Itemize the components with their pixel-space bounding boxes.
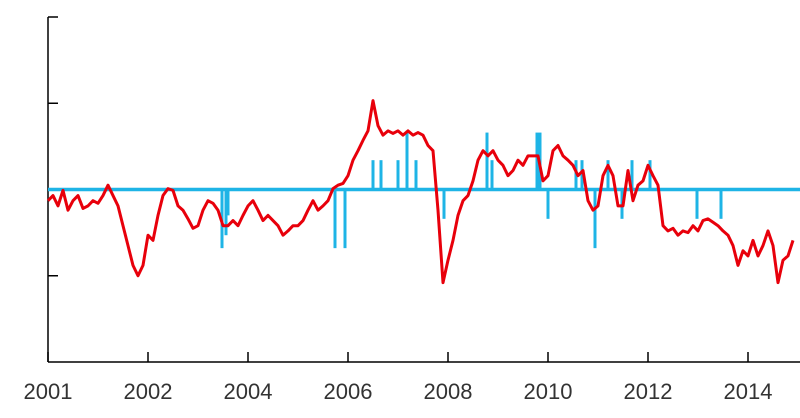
x-tick-label: 2008 [424,379,473,404]
x-tick-label: 2004 [224,379,273,404]
x-tick-label: 2010 [524,379,573,404]
x-tick-label: 2006 [324,379,373,404]
x-tick-label: 2012 [624,379,673,404]
x-tick-label: 2001 [24,379,73,404]
x-tick-label: 2014 [724,379,773,404]
line [46,99,795,285]
x-tick-label: 2002 [124,379,173,404]
